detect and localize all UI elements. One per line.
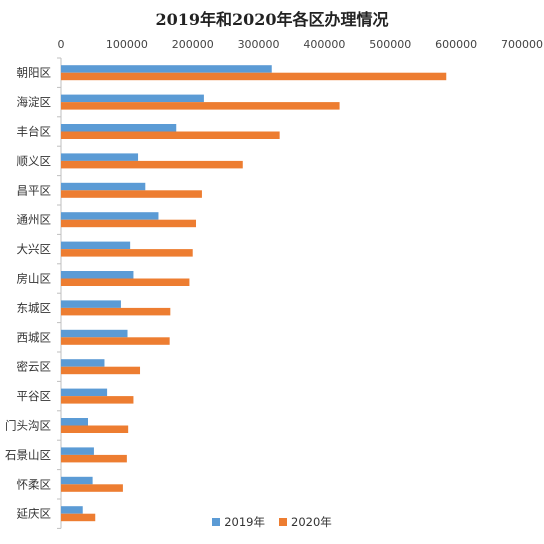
category-label: 密云区 [17,360,52,374]
category-label: 通州区 [17,213,52,227]
category-label: 朝阳区 [17,66,52,80]
bar-2020 [61,72,447,81]
x-tick-label: 600000 [435,38,477,51]
bar-2019 [61,241,131,250]
bar-2019 [61,65,272,73]
category-label: 海淀区 [17,95,52,109]
legend-swatch-2020 [279,518,287,526]
bar-2020 [61,337,170,345]
bar-2019 [61,359,105,367]
legend-item-2020: 2020年 [279,514,332,530]
category-label: 石景山区 [5,448,51,462]
bar-2020 [61,366,141,375]
category-label: 顺义区 [17,154,52,168]
category-label: 大兴区 [17,242,52,256]
bar-2019 [61,447,94,455]
legend: 2019年 2020年 [0,514,544,530]
x-tick-label: 0 [58,38,65,51]
bar-2020 [61,131,280,139]
x-tick-label: 300000 [238,38,280,51]
bar-2020 [61,102,340,110]
bar-2020 [61,160,243,169]
x-tick-label: 200000 [172,38,214,51]
legend-swatch-2019 [212,518,221,526]
bar-2019 [61,300,121,308]
bar-2020 [61,278,190,286]
category-label: 丰台区 [17,125,52,139]
bar-2020 [61,454,127,463]
bar-2020 [61,396,134,404]
category-label: 怀柔区 [17,477,52,491]
bar-2019 [61,388,108,397]
legend-label-2020: 2020年 [291,515,332,529]
x-tick-label: 700000 [501,38,543,51]
bar-2019 [61,182,146,191]
category-label: 西城区 [17,330,52,344]
x-tick-label: 100000 [106,38,148,51]
bar-2020 [61,190,202,198]
category-label: 东城区 [17,301,52,315]
x-tick-label: 400000 [303,38,345,51]
chart-title: 2019年和2020年各区办理情况 [155,10,389,29]
category-label: 房山区 [17,272,52,286]
bar-2019 [61,476,93,485]
category-label: 平谷区 [17,389,52,403]
legend-item-2019: 2019年 [212,514,265,530]
category-label: 门头沟区 [5,419,51,433]
bar-2020 [61,249,193,257]
bar-2019 [61,124,177,132]
bar-2019 [61,418,89,426]
bar-2020 [61,484,123,492]
category-label: 昌平区 [17,183,52,197]
legend-label-2019: 2019年 [224,515,265,529]
bar-2019 [61,212,159,220]
bar-2020 [61,513,96,522]
bar-2019 [61,506,83,514]
bar-2019 [61,153,139,161]
category-label: 延庆区 [17,507,52,521]
bar-2020 [61,425,129,433]
x-tick-label: 500000 [369,38,411,51]
bar-2019 [61,329,128,338]
bar-2020 [61,219,197,228]
bar-2020 [61,307,171,316]
bar-2019 [61,94,204,103]
bar-2019 [61,271,134,279]
